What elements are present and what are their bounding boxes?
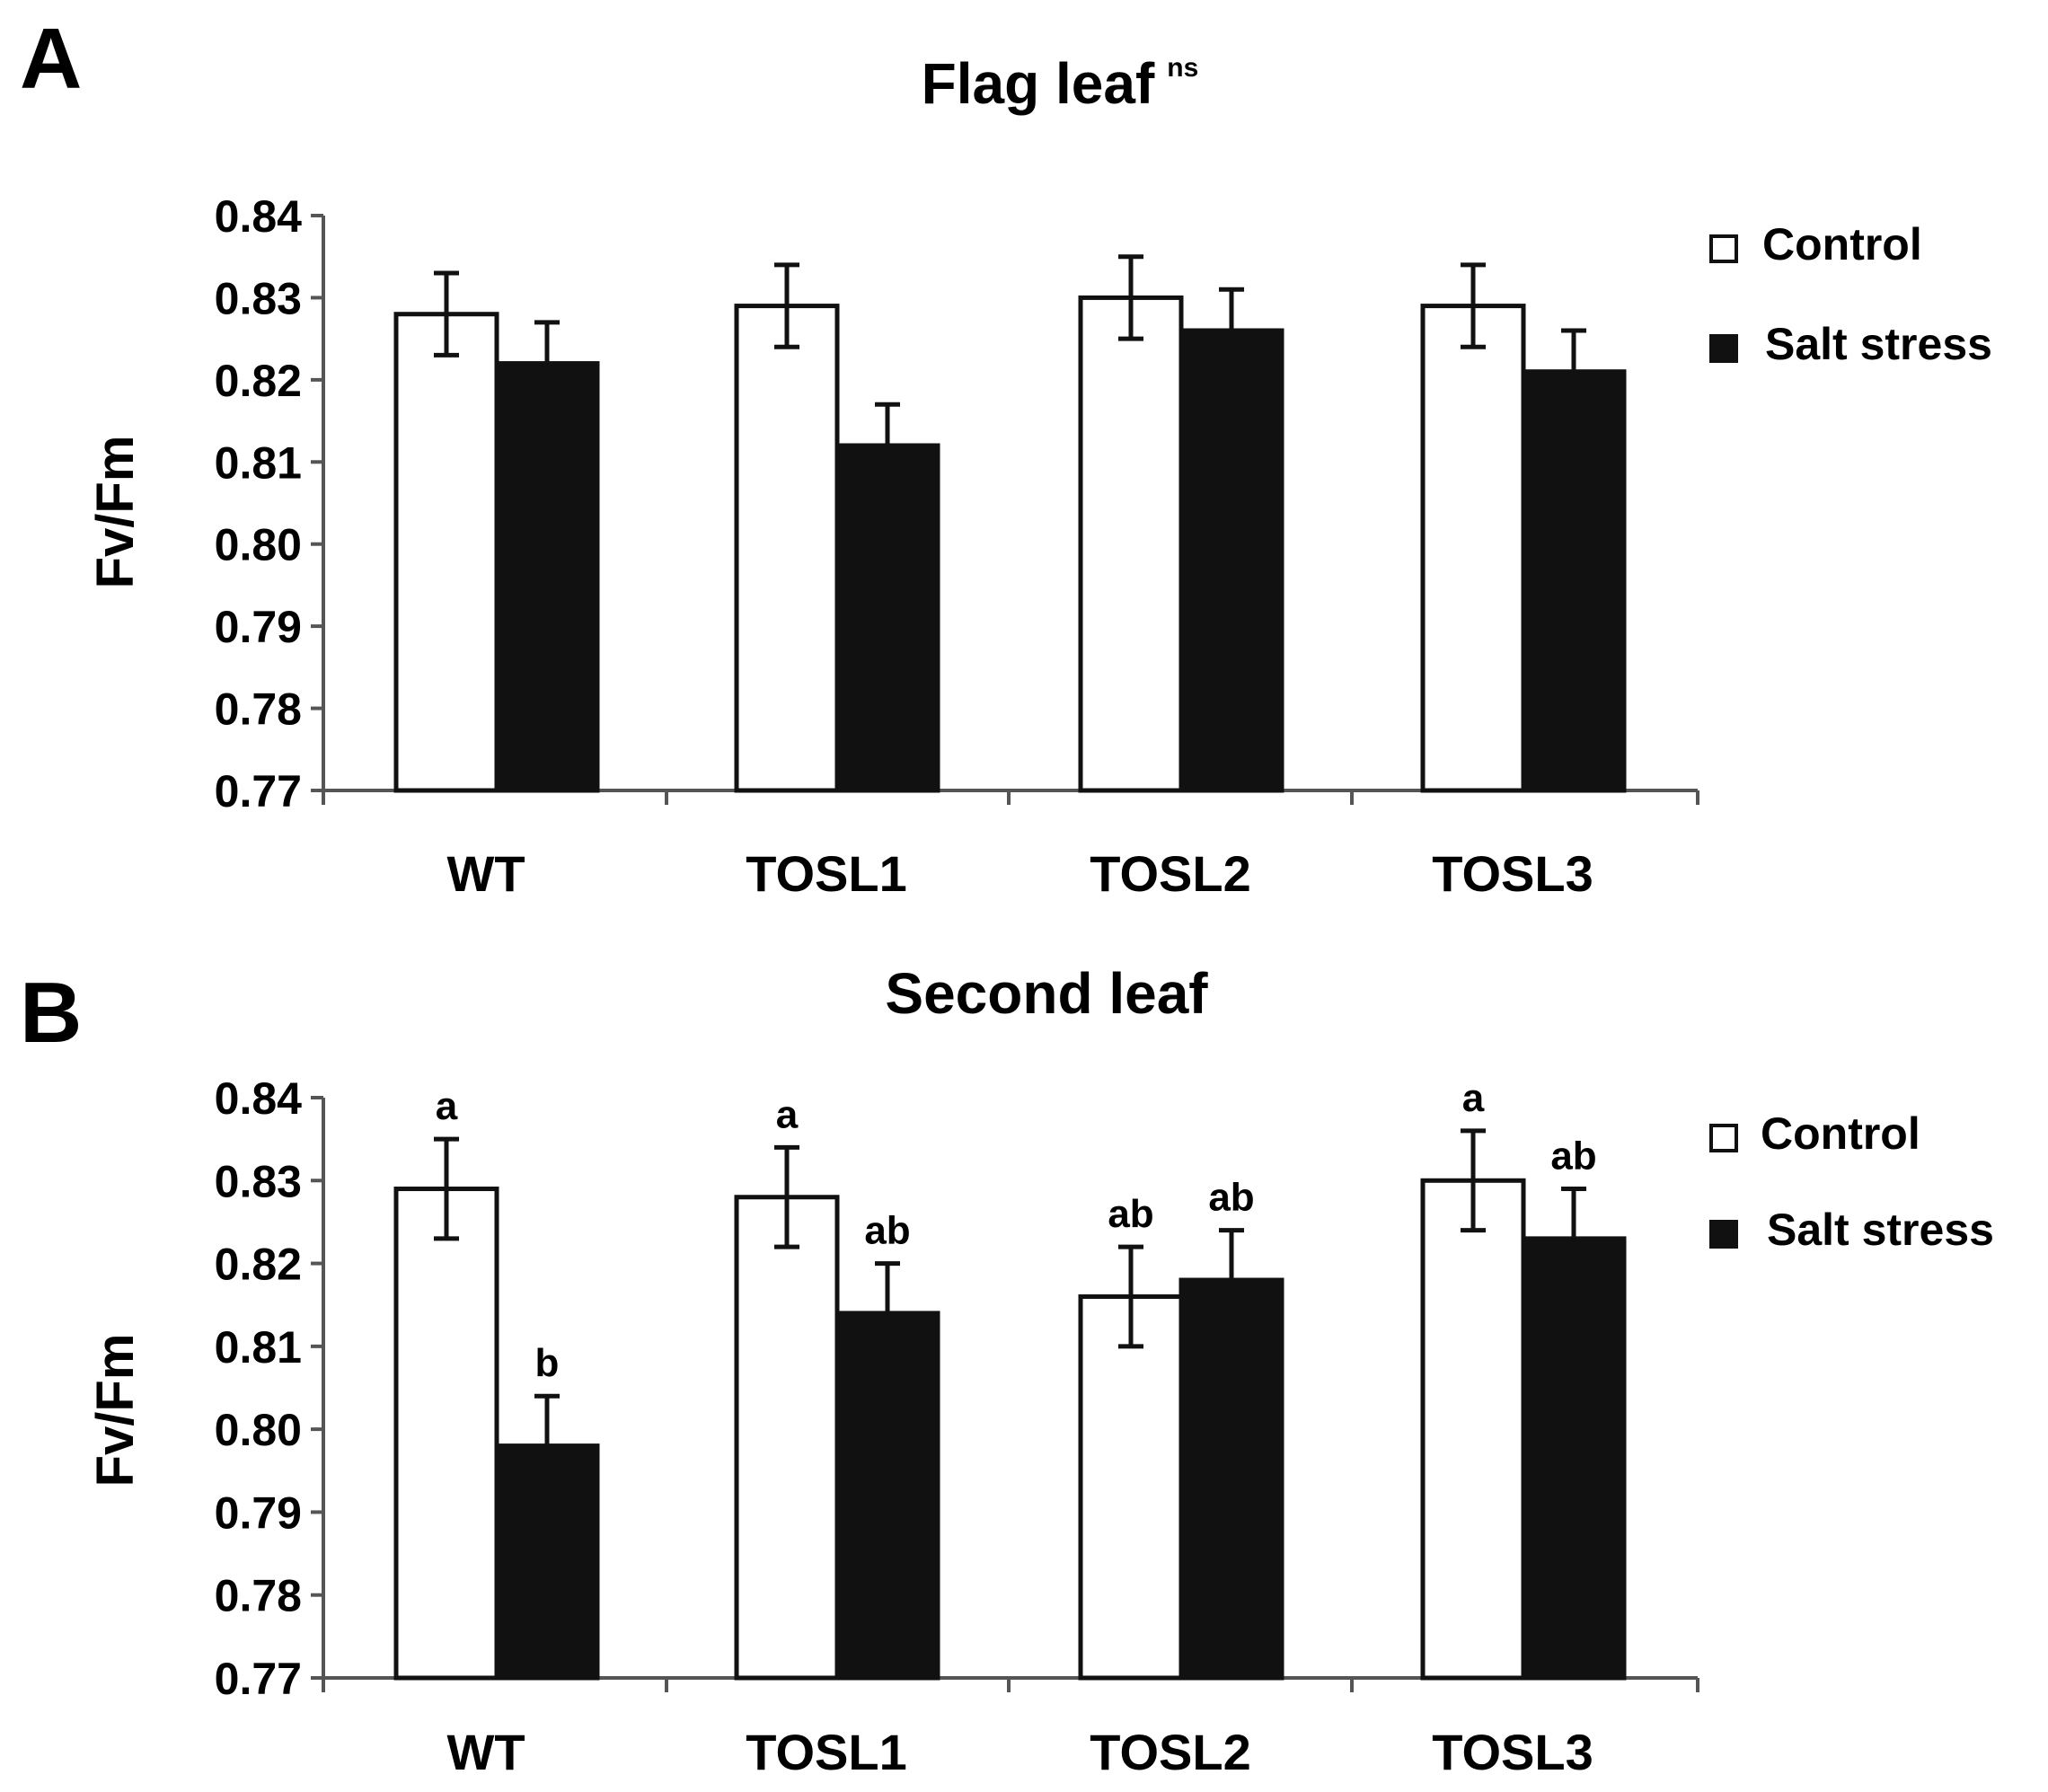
panel-a-legend-label: Salt stress bbox=[1765, 319, 1992, 369]
panel-b-category-label: TOSL2 bbox=[1090, 1724, 1250, 1780]
panel-a-bar-control-tosl2 bbox=[1078, 295, 1184, 793]
panel-a-bar-control-tosl1 bbox=[734, 304, 840, 793]
panel-b-significance-label: ab bbox=[1208, 1176, 1254, 1220]
panel-a-bar-salt-tosl3 bbox=[1521, 369, 1627, 793]
panel-a-ylabel: Fv/Fm bbox=[86, 436, 145, 589]
panel-a-bar-salt-tosl2 bbox=[1178, 328, 1284, 793]
panel-b-title: Second leaf bbox=[885, 961, 1208, 1026]
panel-b-legend-label: Control bbox=[1761, 1108, 1920, 1159]
panel-a-category-label: WT bbox=[446, 845, 525, 902]
panel-a-category-label: TOSL2 bbox=[1090, 845, 1250, 902]
panel-b-significance-label: ab bbox=[864, 1209, 910, 1253]
panel-b-y-tick-label: 0.80 bbox=[215, 1405, 302, 1455]
panel-b-significance-label: ab bbox=[1108, 1192, 1153, 1236]
panel-b-significance-label: b bbox=[535, 1341, 560, 1385]
panel-b-bar-control-tosl3 bbox=[1420, 1178, 1526, 1681]
panel-b-significance-label: a bbox=[776, 1092, 799, 1136]
panel-b-bar-control-tosl1 bbox=[734, 1195, 840, 1681]
panel-a-category-label: TOSL1 bbox=[746, 845, 906, 902]
panel-a-y-tick-label: 0.82 bbox=[215, 356, 302, 406]
panel-b-plot: 0.840.830.820.810.800.790.780.77a aababab… bbox=[215, 1073, 1994, 1780]
panel-a-letter: A bbox=[20, 11, 82, 107]
panel-b-y-tick-label: 0.82 bbox=[215, 1240, 302, 1290]
panel-a-y-tick-label: 0.80 bbox=[215, 520, 302, 570]
panel-b-y-tick-label: 0.77 bbox=[215, 1654, 302, 1704]
panel-a-y-tick-label: 0.81 bbox=[215, 437, 302, 488]
panel-a-y-tick-label: 0.77 bbox=[215, 766, 302, 817]
panel-b-ylabel: Fv/Fm bbox=[86, 1334, 145, 1487]
panel-b-bar-salt-tosl1 bbox=[834, 1311, 940, 1681]
panel-a-title-superscript: ns bbox=[1167, 53, 1198, 83]
panel-a-legend-label: Control bbox=[1762, 219, 1922, 269]
panel-a-bar-salt-wt bbox=[494, 361, 600, 793]
panel-b-legend-label: Salt stress bbox=[1767, 1205, 1994, 1255]
panel-b-significance-label: a bbox=[1462, 1076, 1485, 1120]
panel-a-legend-swatch bbox=[1709, 334, 1738, 363]
panel-b-category-label: TOSL1 bbox=[746, 1724, 906, 1780]
panel-a-y-tick-label: 0.78 bbox=[215, 684, 302, 735]
panel-a-plot: 0.84 0.83 0.82 0.81 0.80 0.79 0.78 0.77 WT TOSL1 T… bbox=[215, 191, 1992, 902]
panel-b-significance-label: a bbox=[436, 1084, 458, 1128]
panel-b-y-tick-label: 0.81 bbox=[215, 1322, 302, 1373]
panel-b-category-label: WT bbox=[446, 1724, 525, 1780]
panel-a-bar-control-wt bbox=[393, 312, 499, 793]
panel-a-bar-control-tosl3 bbox=[1420, 304, 1526, 793]
panel-b-bar-salt-tosl3 bbox=[1521, 1236, 1627, 1681]
panel-a-bar-salt-tosl1 bbox=[834, 443, 940, 793]
panel-b-y-tick-label: 0.83 bbox=[215, 1156, 302, 1206]
panel-b-legend-swatch bbox=[1709, 1124, 1738, 1152]
panel-b-bar-salt-tosl2 bbox=[1178, 1277, 1284, 1681]
panel-b-bar-control-tosl2 bbox=[1078, 1293, 1184, 1681]
panel-b-legend-swatch bbox=[1709, 1220, 1738, 1249]
panel-b-bar-control-wt bbox=[393, 1187, 499, 1681]
panel-a-y-tick-label: 0.83 bbox=[215, 273, 302, 323]
panel-b-y-tick-label: 0.84 bbox=[215, 1073, 303, 1124]
panel-b-letter: B bbox=[20, 965, 82, 1061]
panel-a-y-tick-label: 0.84 bbox=[215, 191, 303, 242]
panel-b-y-tick-label: 0.78 bbox=[215, 1571, 302, 1621]
panel-b-y-tick-label: 0.79 bbox=[215, 1487, 302, 1538]
panel-b-category-label: TOSL3 bbox=[1432, 1724, 1593, 1780]
panel-a-category-label: TOSL3 bbox=[1432, 845, 1593, 902]
panel-a-title: Flag leaf ns bbox=[922, 51, 1199, 116]
panel-a-title-text: Flag leaf bbox=[922, 51, 1155, 116]
panel-a-y-tick-label: 0.79 bbox=[215, 602, 302, 652]
panel-b-significance-label: ab bbox=[1550, 1134, 1596, 1178]
panel-a-legend-swatch bbox=[1709, 234, 1738, 263]
